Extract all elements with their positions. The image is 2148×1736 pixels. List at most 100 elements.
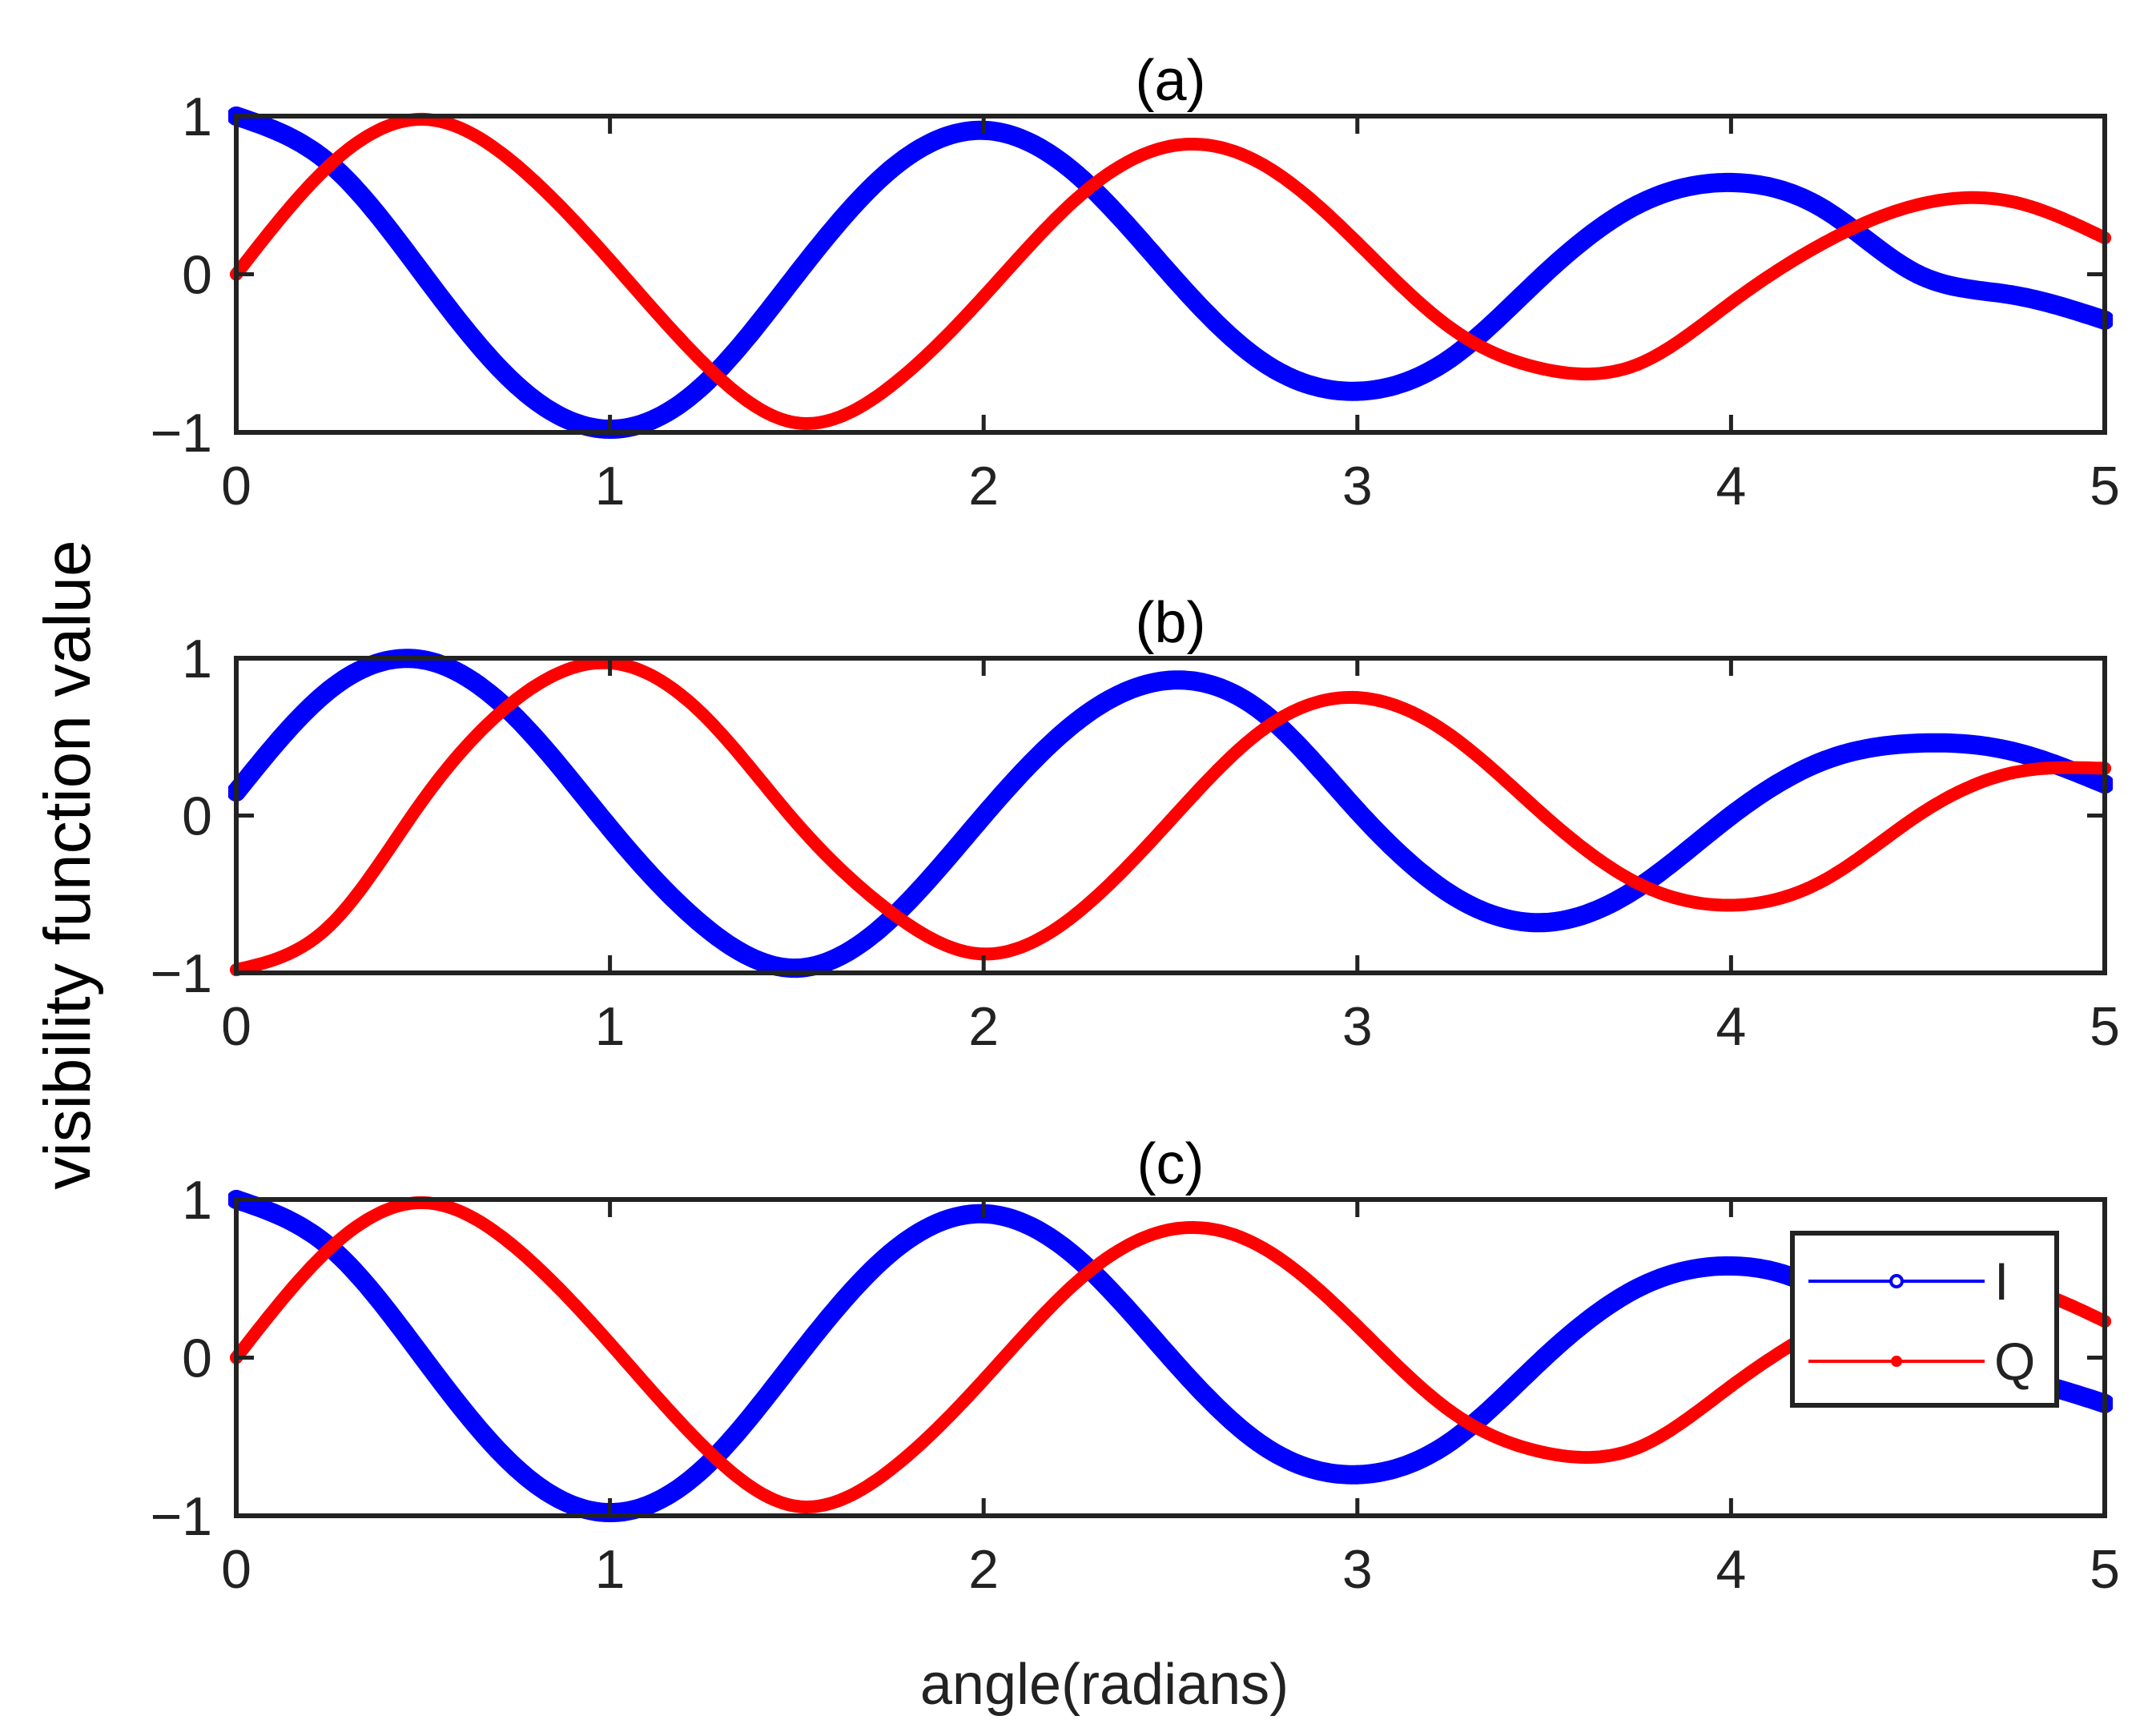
data-point-i-a [880, 160, 900, 180]
x-tick-label-b: 0 [221, 996, 251, 1057]
data-point-i-a [1067, 165, 1087, 185]
data-point-q-a [1164, 139, 1177, 153]
data-point-q-b [697, 708, 710, 721]
data-point-q-c [977, 1373, 991, 1387]
data-point-q-b [883, 905, 897, 918]
data-point-q-a [1631, 358, 1644, 372]
y-axis-label: visibility function value [31, 540, 104, 1189]
data-point-i-b [1067, 711, 1087, 731]
legend-entry-q: Q [1808, 1332, 2035, 1391]
x-tick-label-c: 2 [968, 1539, 999, 1600]
data-point-i-c [880, 1244, 900, 1264]
data-point-q-b [1631, 876, 1644, 890]
data-point-q-a [883, 380, 897, 393]
data-point-i-a [1908, 264, 1928, 284]
x-tick-label-b: 4 [1716, 996, 1746, 1057]
y-tick-label-b: 1 [182, 629, 212, 689]
x-tick-label-c: 5 [2090, 1539, 2120, 1600]
data-point-q-c [1350, 1320, 1364, 1332]
data-point-q-a [1444, 321, 1458, 335]
data-point-q-b [509, 693, 523, 706]
y-tick-label-c: 1 [182, 1170, 212, 1231]
data-point-q-c [790, 1500, 803, 1513]
data-point-i-b [506, 708, 526, 728]
data-point-i-a [506, 375, 526, 395]
y-tick-label-b: −1 [150, 943, 212, 1004]
x-tick-label-b: 2 [968, 996, 999, 1057]
data-point-i-b [974, 806, 994, 826]
data-point-i-b [1721, 806, 1741, 826]
x-tick-label-c: 4 [1716, 1539, 1746, 1600]
data-point-i-b [2001, 741, 2021, 761]
data-point-q-b [1350, 691, 1364, 705]
data-point-i-b [1815, 750, 1835, 770]
data-point-q-a [603, 253, 617, 267]
legend-box [1790, 1231, 2059, 1408]
data-point-q-a [1538, 363, 1551, 376]
legend-marker-q [1891, 1356, 1902, 1367]
legend-entry-i: I [1808, 1252, 2009, 1311]
data-point-q-b [1070, 906, 1084, 920]
data-point-i-a [1160, 264, 1181, 284]
data-point-i-b [694, 916, 714, 936]
data-point-q-c [883, 1463, 897, 1477]
legend-label-q: Q [1994, 1332, 2035, 1391]
x-tick-label-b: 5 [2090, 996, 2120, 1057]
data-point-i-b [1441, 884, 1461, 904]
data-point-i-a [1627, 195, 1647, 215]
data-point-q-c [1444, 1404, 1458, 1418]
data-point-i-c [1254, 1437, 1274, 1457]
x-tick-label-a: 3 [1342, 456, 1373, 516]
data-point-i-c [413, 1348, 433, 1368]
data-point-i-c [1067, 1248, 1087, 1268]
y-tick-label-a: −1 [150, 403, 212, 464]
data-point-q-b [1911, 809, 1925, 822]
data-point-q-c [603, 1336, 617, 1350]
data-point-i-b [320, 680, 340, 700]
data-point-i-a [1441, 348, 1461, 368]
y-tick-label-c: −1 [150, 1486, 212, 1547]
data-point-i-a [694, 375, 714, 395]
data-point-q-b [1257, 722, 1271, 736]
data-point-q-a [1818, 236, 1832, 249]
panel-title-b: (b) [1136, 591, 1206, 655]
x-tick-label-a: 0 [221, 456, 251, 516]
data-point-i-c [1347, 1465, 1367, 1485]
data-point-i-b [1535, 913, 1555, 933]
data-point-i-a [1535, 264, 1555, 284]
data-point-q-a [1070, 191, 1084, 205]
data-point-q-a [790, 416, 803, 430]
data-point-i-c [786, 1348, 807, 1368]
x-axis-label: angle(radians) [920, 1653, 1289, 1717]
legend-label-i: I [1994, 1252, 2009, 1311]
data-point-q-b [790, 817, 803, 830]
data-point-q-b [2005, 766, 2018, 780]
data-point-q-b [1444, 729, 1458, 742]
data-point-i-a [2001, 285, 2021, 305]
data-point-i-c [1441, 1432, 1461, 1452]
data-point-q-a [1911, 198, 1925, 211]
panel-title-a: (a) [1136, 49, 1206, 113]
x-tick-label-c: 3 [1342, 1539, 1373, 1600]
data-point-q-a [1257, 159, 1271, 172]
panel-title-c: (c) [1137, 1132, 1205, 1196]
x-tick-label-a: 1 [595, 456, 625, 516]
data-point-q-b [1724, 898, 1738, 912]
data-point-i-c [1535, 1348, 1555, 1368]
data-point-i-a [1254, 353, 1274, 373]
data-point-i-a [1347, 381, 1367, 401]
data-point-i-c [1721, 1256, 1741, 1276]
data-point-q-c [1724, 1380, 1738, 1393]
data-point-q-c [509, 1242, 523, 1256]
data-point-q-b [323, 919, 336, 933]
x-tick-label-a: 2 [968, 456, 999, 516]
data-point-i-c [1160, 1348, 1181, 1368]
data-point-q-c [323, 1242, 336, 1256]
data-point-i-b [1160, 670, 1181, 690]
data-point-q-c [1070, 1275, 1084, 1288]
data-point-q-b [416, 793, 430, 806]
data-point-q-c [1164, 1223, 1177, 1236]
data-point-q-a [509, 159, 523, 172]
legend: I Q [1790, 1231, 2059, 1408]
